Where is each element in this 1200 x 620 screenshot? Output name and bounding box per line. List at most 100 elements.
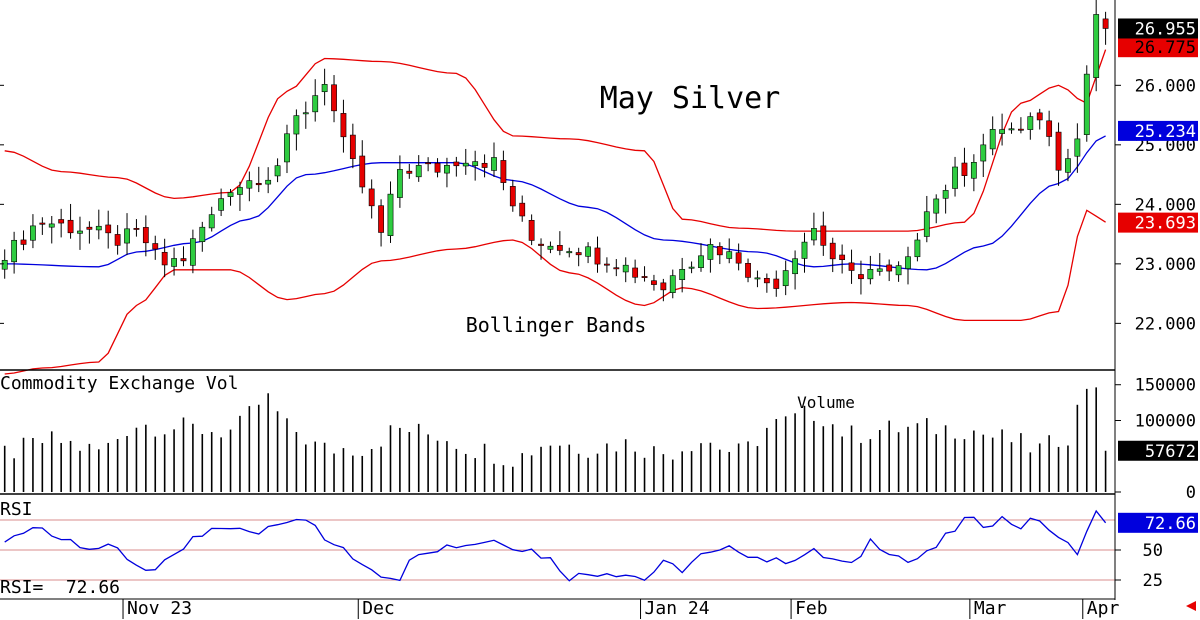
candle xyxy=(189,238,196,266)
candle xyxy=(613,267,620,270)
candle xyxy=(425,162,432,165)
candle xyxy=(265,179,272,185)
candle xyxy=(726,251,733,259)
candle xyxy=(556,245,563,251)
candle xyxy=(415,165,422,178)
candle xyxy=(773,278,780,289)
bollinger-label: Bollinger Bands xyxy=(466,313,647,337)
candle xyxy=(914,239,921,258)
x-tick-label: Jan 24 xyxy=(645,598,710,619)
rsi-title: RSI xyxy=(0,499,33,520)
candle xyxy=(1027,116,1034,130)
price-panel xyxy=(1,0,1109,375)
rsi-readout-label: RSI= xyxy=(0,577,44,598)
candle xyxy=(566,251,573,254)
candle xyxy=(312,95,319,113)
candle xyxy=(105,224,112,234)
candle xyxy=(716,246,723,256)
upper-band-value: 26.775 xyxy=(1135,38,1196,58)
candle xyxy=(500,160,507,183)
candle xyxy=(745,263,751,278)
candle xyxy=(472,161,479,166)
candle xyxy=(434,162,441,173)
x-tick-label: Dec xyxy=(362,598,395,619)
lower-band-value: 23.693 xyxy=(1135,214,1196,234)
candle xyxy=(321,84,328,93)
candle xyxy=(142,227,149,244)
candle xyxy=(622,264,629,273)
candle xyxy=(218,198,225,211)
candle xyxy=(886,264,893,272)
candle xyxy=(11,239,18,263)
price-tick-label: 22.000 xyxy=(1135,314,1196,334)
candle xyxy=(199,226,206,243)
candle xyxy=(858,274,864,280)
candle xyxy=(293,115,300,135)
candle xyxy=(1055,131,1062,171)
price-tick-label: 26.000 xyxy=(1135,76,1196,96)
last-price-value-box xyxy=(1118,18,1198,39)
chart-title: May Silver xyxy=(600,81,781,116)
candle xyxy=(839,254,846,260)
volume-label: Volume xyxy=(797,393,855,412)
last-volume-value-box xyxy=(1118,440,1198,461)
candle xyxy=(519,202,526,217)
candle xyxy=(707,244,714,260)
candle xyxy=(208,214,215,229)
volume-tick-label: 0 xyxy=(1186,483,1196,503)
candle xyxy=(152,243,159,250)
candle xyxy=(1008,128,1015,131)
candle xyxy=(368,188,375,207)
volume-tick-label: 100000 xyxy=(1135,411,1196,431)
middle-band-value: 25.234 xyxy=(1135,122,1196,142)
candle xyxy=(114,234,121,246)
candle xyxy=(77,230,83,234)
candle xyxy=(698,255,704,268)
candle xyxy=(20,239,27,245)
last-rsi-value: 72.66 xyxy=(1145,514,1196,534)
rsi-panel xyxy=(0,509,1115,582)
x-tick-label: Apr xyxy=(1087,598,1120,619)
candle xyxy=(820,225,827,246)
candle xyxy=(462,162,469,167)
candle xyxy=(95,225,102,231)
rsi-tick-label: 50 xyxy=(1143,541,1163,561)
candle xyxy=(359,155,366,188)
candle xyxy=(952,166,958,189)
candle xyxy=(161,251,168,266)
candle xyxy=(669,275,676,293)
candle xyxy=(905,256,911,269)
candle xyxy=(1036,112,1043,121)
candle xyxy=(763,278,770,284)
candle xyxy=(453,161,460,167)
price-tick-label: 24.000 xyxy=(1135,195,1196,215)
candle xyxy=(58,219,65,224)
candle xyxy=(848,262,855,271)
candle xyxy=(575,252,582,256)
candle xyxy=(594,247,601,265)
volume-panel xyxy=(3,387,1107,492)
candle xyxy=(980,144,987,162)
x-tick-label: Feb xyxy=(795,598,828,619)
candle xyxy=(641,276,648,278)
last-volume-value: 57672 xyxy=(1145,442,1196,462)
candle xyxy=(961,162,968,176)
candle xyxy=(387,193,394,236)
candle xyxy=(829,242,836,260)
candle xyxy=(970,162,977,179)
candle xyxy=(444,165,450,174)
lower-band-value-box xyxy=(1118,212,1198,233)
candle xyxy=(895,265,902,276)
candle xyxy=(801,241,808,259)
candle xyxy=(396,169,403,198)
candle xyxy=(754,277,761,280)
candle xyxy=(180,258,187,262)
candle xyxy=(227,192,234,197)
candle xyxy=(237,187,243,195)
rsi-tick-label: 25 xyxy=(1143,571,1163,591)
candle xyxy=(48,223,55,228)
upper-bollinger-band xyxy=(4,49,1107,232)
candle xyxy=(735,252,742,264)
scroll-arrow-icon[interactable] xyxy=(1186,601,1196,611)
last-rsi-value-box xyxy=(1118,512,1198,533)
